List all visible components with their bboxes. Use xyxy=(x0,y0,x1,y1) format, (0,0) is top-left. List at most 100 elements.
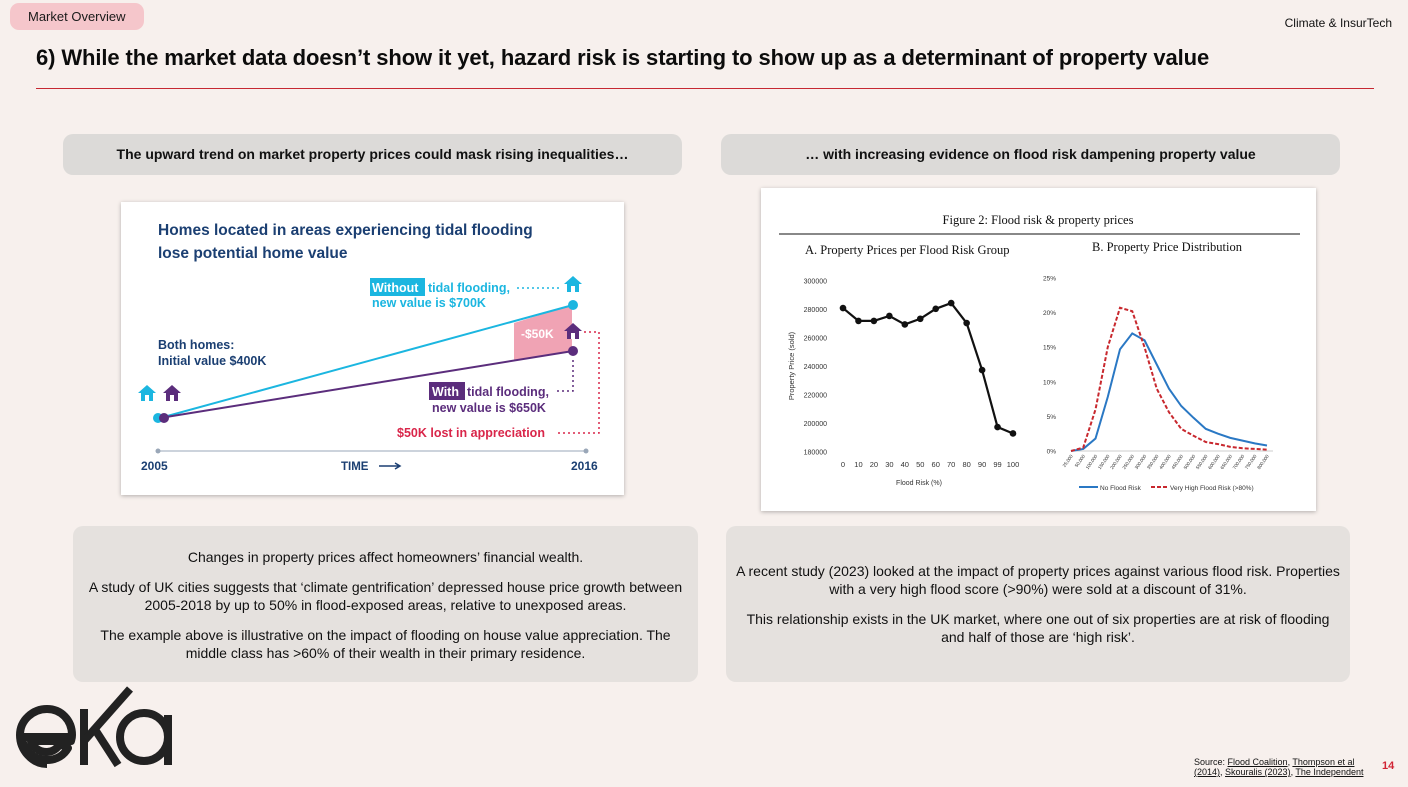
lost-leader xyxy=(558,331,600,434)
infographic-title-line1: Homes located in areas experiencing tida… xyxy=(158,222,533,239)
panel-a-series-line xyxy=(842,301,1014,435)
panel-a-xtick: 10 xyxy=(854,460,862,469)
panel-a-xtick: 70 xyxy=(947,460,955,469)
source-separator: , xyxy=(1220,767,1226,777)
panel-b-chart: 0%5%10%15%20%25%25,000 50,000100,000150,0… xyxy=(1043,276,1273,470)
flood-risk-canvas: Figure 2: Flood risk & property prices A… xyxy=(779,213,1300,492)
lost-appreciation-label: $50K lost in appreciation xyxy=(397,426,545,440)
flood-risk-figure: Figure 2: Flood risk & property prices A… xyxy=(761,188,1316,511)
both-homes-label: Both homes: xyxy=(158,338,234,352)
panel-b-xtick: 25,000 xyxy=(1062,453,1074,468)
panel-a-chart: 180000 200000 220000 240000 260000 280000 3000… xyxy=(804,279,1020,470)
panel-a-data-point xyxy=(963,319,970,327)
tidal-flooding-infographic: Homes located in areas experiencing tida… xyxy=(121,202,624,495)
panel-b-ytick: 5% xyxy=(1047,414,1057,421)
both-homes-value: Initial value $400K xyxy=(158,354,266,368)
end-point-with xyxy=(568,346,578,356)
source-link-thompson[interactable]: Thompson et al xyxy=(1292,757,1355,767)
right-section-heading: … with increasing evidence on flood risk… xyxy=(721,134,1340,175)
panel-b-ytick: 0% xyxy=(1047,449,1057,456)
panel-a-data-point xyxy=(839,304,847,312)
panel-b-ytick: 25% xyxy=(1043,276,1056,283)
source-link-flood-coalition[interactable]: Flood Coalition xyxy=(1227,757,1288,767)
panel-a-ytick: 300000 xyxy=(804,279,827,286)
right-paragraph: This relationship exists in the UK marke… xyxy=(746,611,1330,645)
axis-end-label: 2016 xyxy=(571,459,598,473)
source-link-skouralis[interactable]: Skouralis (2023) xyxy=(1225,767,1291,777)
with-value: new value is $650K xyxy=(432,401,546,415)
legend-high-risk: Very High Flood Risk (>80%) xyxy=(1170,485,1254,492)
panel-a-xtick: 50 xyxy=(916,460,924,469)
left-section-heading: The upward trend on market property pric… xyxy=(63,134,682,175)
end-point-without xyxy=(568,300,578,310)
section-tag: Market Overview xyxy=(10,3,144,30)
without-value: new value is $700K xyxy=(372,296,486,310)
panel-a-data-point xyxy=(916,315,924,323)
left-paragraph: The example above is illustrative on the… xyxy=(100,627,671,661)
panel-a-xtick: 30 xyxy=(885,460,893,469)
page-number: 14 xyxy=(1382,760,1395,772)
panel-a-xtick: 0 xyxy=(841,460,845,469)
panel-a-data-point xyxy=(932,305,940,313)
panel-b-xtick: 800,000 xyxy=(1256,453,1270,470)
panel-a-xlabel: Flood Risk (%) xyxy=(896,480,942,487)
value-gap-area xyxy=(514,305,572,360)
panel-a-xtick: 90 xyxy=(978,460,986,469)
panel-a-data-point xyxy=(870,317,878,325)
panel-a-ytick: 240000 xyxy=(804,364,827,371)
panel-a-data-point xyxy=(855,317,862,325)
with-flooding-line xyxy=(159,350,574,419)
panel-a-xtick: 20 xyxy=(870,460,878,469)
panel-a-ytick: 220000 xyxy=(804,393,827,400)
figure-title: Figure 2: Flood risk & property prices xyxy=(943,213,1134,227)
house-icon xyxy=(564,276,582,292)
panel-a-xtick: 60 xyxy=(932,460,940,469)
panel-b-xtick: 50,000 xyxy=(1074,453,1086,468)
infographic-canvas: Homes located in areas experiencing tida… xyxy=(138,222,600,473)
with-label: tidal flooding, xyxy=(467,385,549,399)
with-leader xyxy=(557,360,574,392)
value-gap-label: -$50K xyxy=(521,327,554,341)
with-highlight-box xyxy=(429,382,465,400)
panel-b-title: B. Property Price Distribution xyxy=(1092,240,1243,254)
brand-label: Climate & InsurTech xyxy=(1284,16,1392,30)
house-icon xyxy=(163,385,181,401)
without-highlight-text: Without xyxy=(372,281,419,295)
panel-a-data-point xyxy=(947,299,955,307)
panel-b-ytick: 20% xyxy=(1043,310,1056,317)
source-citation: Source: Flood Coalition, Thompson et al … xyxy=(1194,757,1363,777)
house-icon xyxy=(138,385,156,401)
without-label: tidal flooding, xyxy=(428,281,510,295)
panel-b-ytick: 15% xyxy=(1043,345,1056,352)
source-prefix: Source: xyxy=(1194,757,1228,767)
legend-no-risk: No Flood Risk xyxy=(1100,485,1142,492)
eka-logo xyxy=(14,685,179,780)
axis-start-label: 2005 xyxy=(141,459,168,473)
page-title: 6) While the market data doesn’t show it… xyxy=(36,45,1210,70)
infographic-title-line2: lose potential home value xyxy=(158,245,348,262)
panel-a-data-point xyxy=(886,312,893,320)
without-highlight-box xyxy=(370,278,425,296)
panel-a-ylabel: Property Price (sold) xyxy=(787,331,796,400)
right-paragraph: A recent study (2023) looked at the impa… xyxy=(736,563,1340,597)
panel-a-ytick: 180000 xyxy=(804,450,827,457)
panel-a-xtick: 40 xyxy=(901,460,909,469)
panel-a-title: A. Property Prices per Flood Risk Group xyxy=(805,243,1010,257)
with-highlight-text: With xyxy=(432,385,459,399)
panel-a-data-point xyxy=(994,423,1001,431)
panel-a-xtick: 80 xyxy=(962,460,970,469)
panel-a-data-point xyxy=(978,366,986,374)
source-link-independent[interactable]: The Independent xyxy=(1295,767,1364,777)
panel-a-data-point xyxy=(901,321,909,328)
source-separator: , xyxy=(1290,767,1296,777)
panel-a-ytick: 260000 xyxy=(804,336,827,343)
left-text-box: Changes in property prices affect homeow… xyxy=(73,526,698,682)
axis-start-dot xyxy=(155,448,161,454)
panel-a-ytick: 200000 xyxy=(804,421,827,428)
source-link-thompson-year[interactable]: (2014) xyxy=(1194,767,1221,777)
right-text-box: A recent study (2023) looked at the impa… xyxy=(726,526,1350,682)
axis-mid-label: TIME xyxy=(341,461,369,473)
panel-b-high-risk-line xyxy=(1070,306,1268,452)
panel-a-ytick: 280000 xyxy=(804,307,827,314)
arrow-right-icon xyxy=(379,462,402,470)
